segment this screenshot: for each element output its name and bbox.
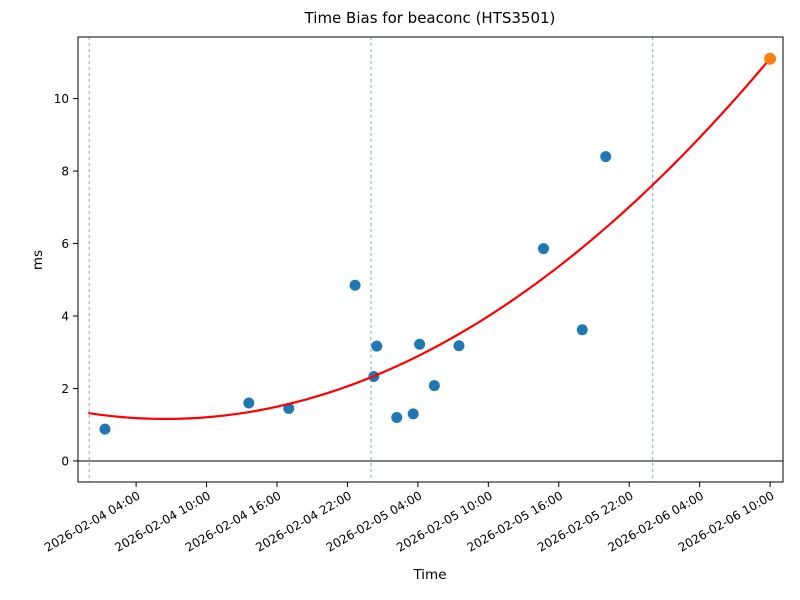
- data-point: [428, 380, 440, 392]
- x-axis-label: Time: [412, 567, 446, 583]
- y-tick-label: 6: [61, 237, 69, 251]
- y-axis-ticks: 0 2 4 6 8 10: [54, 92, 78, 468]
- fit-curve: [88, 57, 772, 421]
- data-point: [537, 243, 549, 255]
- y-tick-label: 4: [61, 310, 69, 324]
- data-point: [407, 408, 419, 420]
- chart-title: Time Bias for beaconc (HTS3501): [304, 9, 556, 27]
- fit-curve-group: [88, 57, 772, 421]
- data-point: [391, 411, 403, 423]
- y-tick-label: 8: [61, 165, 69, 179]
- data-point: [349, 279, 361, 291]
- y-axis-label: ms: [30, 250, 46, 270]
- scatter-points: [99, 151, 612, 435]
- data-point: [453, 340, 465, 352]
- data-point: [600, 151, 612, 163]
- y-tick-label: 0: [61, 454, 69, 468]
- data-point: [371, 340, 383, 352]
- data-point: [243, 397, 255, 409]
- plot-border: [77, 36, 784, 483]
- axes-frame: [77, 36, 784, 483]
- data-point: [99, 423, 111, 435]
- data-point: [576, 324, 588, 336]
- data-point: [414, 338, 426, 350]
- y-tick-label: 2: [61, 382, 69, 396]
- day-boundary-lines: [88, 37, 654, 482]
- predicted-point: [764, 52, 777, 65]
- predicted-point-group: [764, 52, 777, 65]
- y-tick-label: 10: [54, 92, 69, 106]
